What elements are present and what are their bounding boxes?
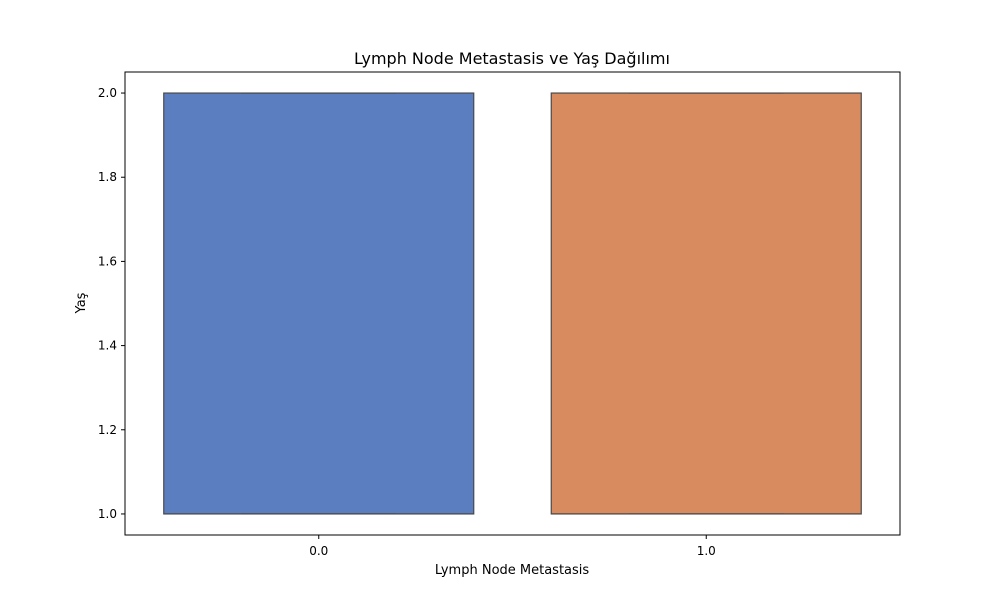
box-1.0	[550, 92, 862, 515]
plot-frame	[124, 71, 901, 536]
y-tick-label: 1.4	[98, 339, 117, 353]
x-tick-label: 0.0	[309, 544, 328, 558]
x-tick-label: 1.0	[697, 544, 716, 558]
x-axis-ticks: 0.0 1.0	[309, 535, 716, 558]
y-tick-label: 1.0	[98, 507, 117, 521]
y-axis-label: Yaş	[74, 292, 89, 314]
box-body	[550, 92, 862, 515]
y-tick-label: 1.6	[98, 254, 117, 268]
box-body	[163, 92, 475, 515]
y-tick-label: 1.8	[98, 170, 117, 184]
y-axis-ticks: 1.0 1.2 1.4 1.6 1.8 2.0	[98, 86, 125, 521]
y-tick-label: 1.2	[98, 423, 117, 437]
x-axis-label: Lymph Node Metastasis	[435, 563, 590, 578]
box-0.0	[163, 92, 475, 515]
chart-title: Lymph Node Metastasis ve Yaş Dağılımı	[354, 49, 670, 68]
boxes-layer	[163, 92, 862, 515]
y-tick-label: 2.0	[98, 86, 117, 100]
